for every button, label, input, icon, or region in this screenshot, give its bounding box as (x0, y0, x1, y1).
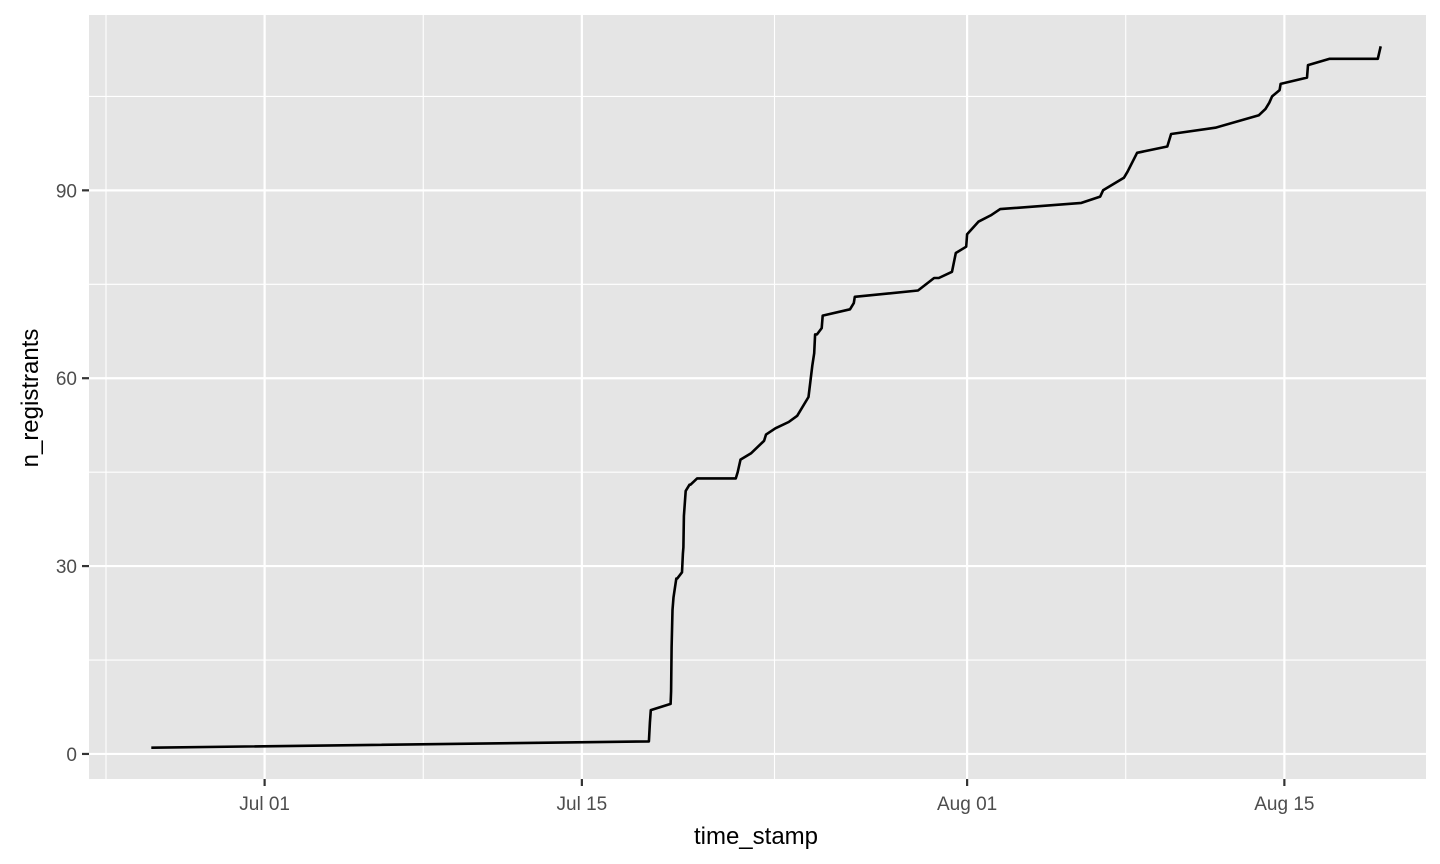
y-tick-label: 0 (66, 745, 77, 766)
major-gridlines (89, 15, 1426, 779)
x-tick-label: Aug 01 (937, 794, 997, 815)
y-tick-label: 30 (56, 557, 77, 578)
x-tick-label: Jul 01 (239, 794, 290, 815)
minor-gridlines (89, 15, 1426, 779)
x-tick-label: Jul 15 (557, 794, 608, 815)
series-line (151, 46, 1382, 749)
x-tick-label: Aug 15 (1254, 794, 1314, 815)
y-axis: 0 30 60 90 (56, 181, 89, 766)
plot-panel (89, 15, 1426, 779)
y-tick-label: 90 (56, 181, 77, 202)
x-axis: Jul 01 Jul 15 Aug 01 Aug 15 (239, 779, 1314, 815)
y-tick-label: 60 (56, 369, 77, 390)
y-axis-title: n_registrants (17, 329, 44, 468)
x-axis-title: time_stamp (694, 823, 818, 850)
